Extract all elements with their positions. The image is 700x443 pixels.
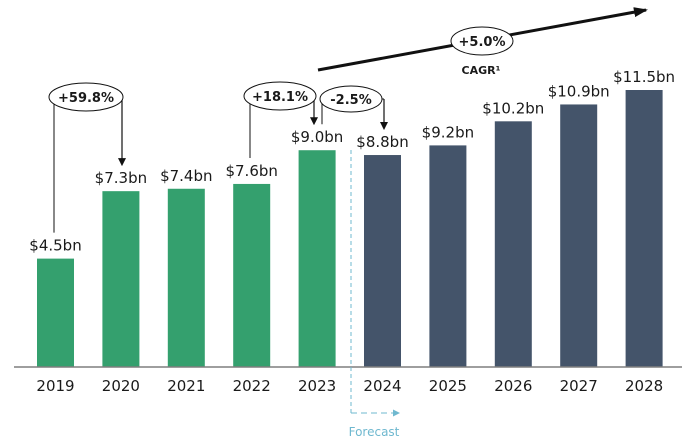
bar-2019 [37, 258, 74, 367]
bar-2020 [102, 191, 140, 367]
x-tick-label-2026: 2026 [494, 377, 532, 395]
bar-2021 [167, 188, 205, 367]
value-label-2020: $7.3bn [95, 169, 147, 187]
growth-callout-2019-2020: +59.8% [48, 82, 126, 233]
value-label-2024: $8.8bn [356, 133, 408, 151]
value-label-2028: $11.5bn [613, 68, 675, 86]
bar-2024 [364, 155, 401, 367]
forecast-label: Forecast [349, 425, 400, 439]
value-label-2023: $9.0bn [291, 128, 343, 146]
growth-ellipse [319, 85, 383, 113]
bar-2022 [233, 183, 271, 367]
x-tick-label-2019: 2019 [36, 377, 74, 395]
bar-2027 [560, 104, 598, 367]
x-tick-label-2024: 2024 [363, 377, 401, 395]
value-label-2019: $4.5bn [29, 237, 81, 255]
cagr-ellipse [450, 26, 514, 56]
x-tick-label-2020: 2020 [102, 377, 140, 395]
growth-label: +18.1% [252, 90, 308, 105]
cagr-callout: +5.0% CAGR¹ [317, 7, 648, 77]
x-tick-label-2022: 2022 [233, 377, 271, 395]
growth-callout-2023-2024: -2.5% [319, 85, 388, 131]
growth-callout-2022-2023: +18.1% [243, 81, 318, 158]
x-tick-label-2028: 2028 [625, 377, 663, 395]
cagr-value: +5.0% [459, 35, 506, 50]
growth-label: +59.8% [58, 91, 114, 106]
value-label-2022: $7.6bn [225, 162, 277, 180]
bar-2026 [494, 121, 532, 367]
growth-ellipse [48, 82, 124, 112]
cagr-caption: CAGR¹ [462, 64, 501, 77]
value-label-2025: $9.2bn [422, 123, 474, 141]
x-tick-label-2027: 2027 [560, 377, 598, 395]
x-tick-label-2021: 2021 [167, 377, 205, 395]
value-label-2021: $7.4bn [160, 167, 212, 185]
bar-2023 [298, 150, 336, 367]
growth-ellipse [243, 81, 317, 111]
bar-2025 [429, 145, 467, 367]
bar-2028 [625, 90, 663, 367]
value-label-2026: $10.2bn [482, 99, 544, 117]
value-label-2027: $10.9bn [548, 82, 610, 100]
x-tick-label-2023: 2023 [298, 377, 336, 395]
growth-label: -2.5% [330, 93, 371, 108]
x-tick-label-2025: 2025 [429, 377, 467, 395]
